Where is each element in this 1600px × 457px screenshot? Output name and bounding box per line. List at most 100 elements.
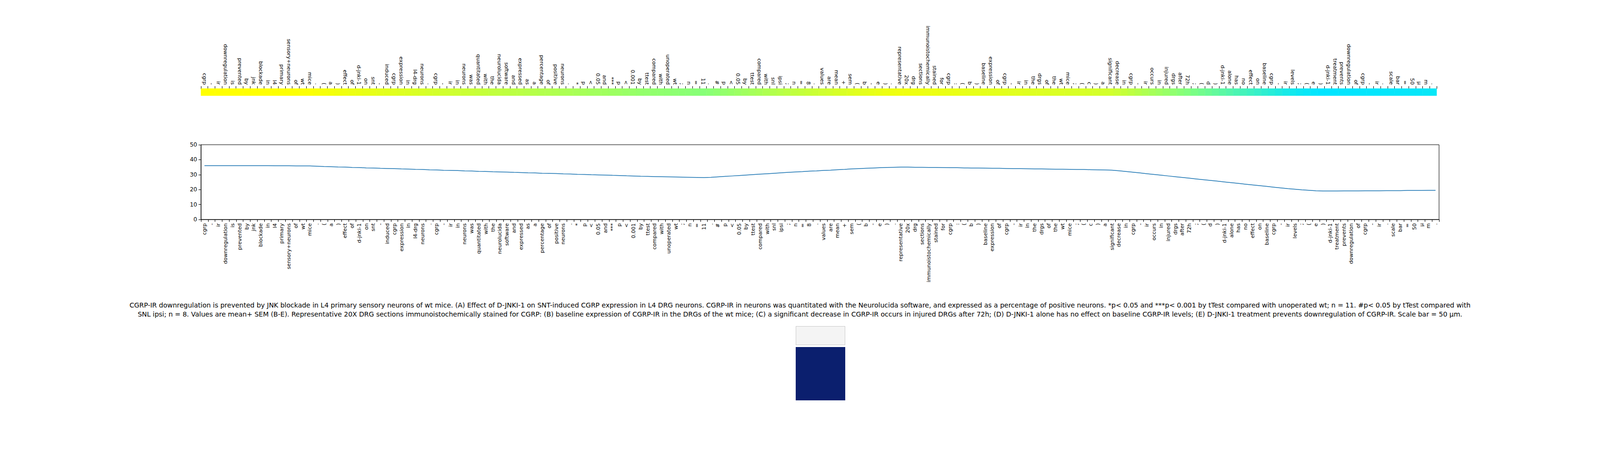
svg-text:8: 8 bbox=[805, 81, 812, 85]
svg-text:mice: mice bbox=[306, 223, 313, 237]
svg-text:=: = bbox=[692, 80, 700, 85]
svg-text:with: with bbox=[657, 73, 664, 85]
svg-text:mean: mean bbox=[834, 223, 841, 239]
svg-text:baseline: baseline bbox=[1261, 62, 1268, 85]
svg-text:expression: expression bbox=[398, 56, 405, 85]
svg-text:by: by bbox=[243, 223, 250, 230]
svg-text:50: 50 bbox=[1411, 223, 1418, 230]
svg-text:cgrp: cgrp bbox=[1130, 223, 1137, 236]
svg-text:-: - bbox=[440, 82, 447, 85]
svg-text:by: by bbox=[636, 78, 643, 86]
svg-text:effect: effect bbox=[1249, 222, 1256, 239]
svg-text:in: in bbox=[1120, 80, 1128, 85]
svg-text:(: ( bbox=[1079, 82, 1086, 85]
svg-text:cgrp: cgrp bbox=[391, 223, 398, 236]
svg-text:;: ; bbox=[1073, 223, 1080, 226]
svg-text:.: . bbox=[1430, 83, 1437, 86]
svg-text:no: no bbox=[1240, 78, 1247, 85]
svg-text:was: was bbox=[468, 74, 475, 86]
svg-text:ttest: ttest bbox=[749, 72, 756, 86]
svg-text:blockade: blockade bbox=[257, 61, 264, 86]
svg-text:in: in bbox=[454, 223, 461, 229]
svg-text:#: # bbox=[713, 80, 720, 85]
svg-text:ttest: ttest bbox=[643, 72, 650, 86]
svg-text:mean: mean bbox=[833, 70, 840, 85]
svg-text:the: the bbox=[1031, 223, 1038, 232]
svg-text:drgs: drgs bbox=[1170, 73, 1177, 85]
svg-text:in: in bbox=[454, 80, 461, 85]
svg-text:immunoistochemically: immunoistochemically bbox=[924, 25, 931, 85]
svg-text:percentage: percentage bbox=[539, 223, 546, 254]
svg-text:and: and bbox=[510, 74, 517, 85]
svg-text:software: software bbox=[503, 62, 510, 85]
svg-text:neurolucida: neurolucida bbox=[496, 223, 503, 255]
svg-text:***: *** bbox=[608, 77, 615, 86]
svg-text:prevents: prevents bbox=[1340, 223, 1348, 247]
svg-text:wt: wt bbox=[300, 222, 307, 230]
svg-text:(: ( bbox=[1200, 223, 1207, 226]
svg-text:): ) bbox=[973, 82, 980, 85]
svg-text:50: 50 bbox=[190, 141, 198, 149]
svg-text:as: as bbox=[524, 223, 531, 230]
svg-text:on: on bbox=[1256, 223, 1263, 230]
svg-text:the: the bbox=[1050, 76, 1058, 85]
svg-text:neurons: neurons bbox=[419, 223, 426, 245]
svg-text:-: - bbox=[869, 223, 876, 226]
svg-text:=: = bbox=[799, 223, 806, 228]
svg-text:drg: drg bbox=[910, 76, 917, 85]
svg-text:treatment: treatment bbox=[1331, 58, 1339, 86]
svg-text:n: n bbox=[790, 81, 798, 85]
svg-text:l4: l4 bbox=[271, 223, 279, 229]
svg-text:ir: ir bbox=[447, 223, 454, 228]
svg-text:compared: compared bbox=[757, 223, 764, 250]
svg-text:sensory+neurons: sensory+neurons bbox=[285, 223, 292, 270]
svg-text:ir: ir bbox=[1373, 80, 1380, 85]
svg-text:stained: stained bbox=[931, 65, 938, 85]
svg-text:with: with bbox=[658, 223, 665, 235]
svg-text:for: for bbox=[938, 77, 945, 86]
svg-text:b: b bbox=[861, 81, 868, 85]
svg-text:ir: ir bbox=[1017, 223, 1024, 228]
svg-text:induced: induced bbox=[383, 63, 390, 85]
svg-text:immunoistochemically: immunoistochemically bbox=[925, 223, 932, 283]
svg-text:0.05: 0.05 bbox=[595, 223, 602, 236]
svg-text:-: - bbox=[208, 223, 215, 226]
svg-text:compared: compared bbox=[756, 58, 763, 85]
svg-text:as: as bbox=[524, 79, 531, 86]
svg-text:-: - bbox=[376, 82, 383, 85]
svg-text:compared: compared bbox=[650, 58, 658, 85]
svg-text:induced: induced bbox=[384, 223, 391, 245]
svg-text:=: = bbox=[1401, 80, 1409, 85]
svg-text::: : bbox=[954, 223, 961, 226]
svg-text:0.05: 0.05 bbox=[734, 73, 741, 86]
svg-text:a: a bbox=[1100, 81, 1107, 85]
svg-text:with: with bbox=[764, 223, 771, 235]
svg-text:cgrp: cgrp bbox=[945, 72, 952, 85]
svg-text:blockade: blockade bbox=[257, 223, 264, 248]
svg-text:cgrp: cgrp bbox=[433, 223, 440, 236]
svg-text:levels: levels bbox=[1291, 223, 1299, 239]
svg-text:+: + bbox=[840, 80, 847, 85]
svg-text:prevents: prevents bbox=[1338, 61, 1345, 86]
svg-text:d-jnki-1: d-jnki-1 bbox=[1324, 65, 1331, 85]
svg-text:.: . bbox=[890, 223, 898, 226]
svg-text:on: on bbox=[362, 78, 370, 85]
svg-text:injured: injured bbox=[1165, 223, 1172, 242]
svg-text:.: . bbox=[567, 223, 574, 226]
svg-text:0.05: 0.05 bbox=[594, 73, 601, 86]
svg-text:cgrp: cgrp bbox=[1001, 72, 1009, 85]
svg-text:cgrp: cgrp bbox=[1361, 223, 1369, 236]
svg-text:p: p bbox=[615, 81, 622, 85]
svg-text:***: *** bbox=[609, 223, 616, 232]
svg-text:p: p bbox=[721, 223, 729, 227]
svg-text:expression: expression bbox=[398, 223, 405, 252]
svg-text:20: 20 bbox=[190, 186, 198, 193]
svg-text:): ) bbox=[1214, 223, 1221, 226]
svg-text:prevented: prevented bbox=[236, 223, 243, 250]
svg-text:m: m bbox=[1422, 79, 1430, 85]
svg-text:;: ; bbox=[678, 82, 685, 85]
svg-text:stained: stained bbox=[932, 223, 940, 243]
svg-text:ir: ir bbox=[1015, 80, 1022, 85]
svg-text:cgrp: cgrp bbox=[1360, 72, 1367, 85]
svg-text:alone: alone bbox=[1228, 223, 1235, 238]
